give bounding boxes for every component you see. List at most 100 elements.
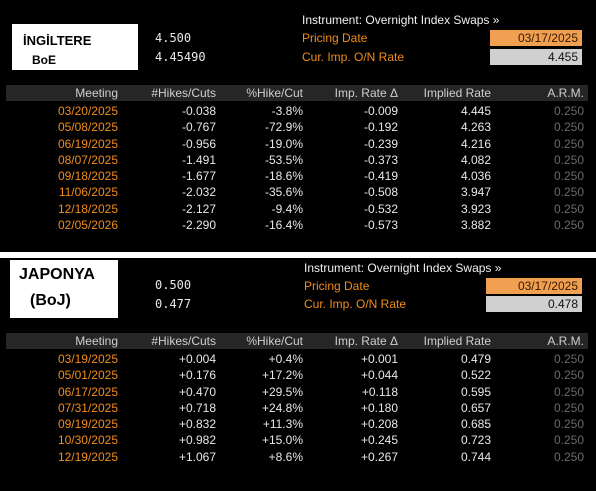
- col-pct-hike-cut[interactable]: %Hike/Cut: [246, 334, 303, 348]
- table-row[interactable]: 02/05/2026 -2.290 -16.4% -0.573 3.882 0.…: [6, 217, 588, 233]
- pct-hike-cut: -18.6%: [264, 169, 303, 184]
- hikes-cuts: +0.832: [178, 417, 216, 432]
- implied-rate: 3.882: [460, 218, 491, 233]
- implied-rate: 4.445: [460, 104, 491, 118]
- table-row[interactable]: 09/19/2025 +0.832 +11.3% +0.208 0.685 0.…: [6, 416, 588, 432]
- pct-hike-cut: +11.3%: [262, 417, 303, 432]
- col-implied-rate[interactable]: Implied Rate: [423, 86, 491, 100]
- hikes-cuts: +1.067: [178, 449, 216, 464]
- implied-rate: 0.657: [460, 400, 491, 415]
- pct-hike-cut: -72.9%: [264, 120, 303, 135]
- table-row[interactable]: 05/01/2025 +0.176 +17.2% +0.044 0.522 0.…: [6, 367, 588, 383]
- implied-rate: 4.036: [460, 169, 491, 184]
- pct-hike-cut: -35.6%: [264, 185, 303, 200]
- imp-rate-delta: +0.044: [360, 368, 398, 383]
- pct-hike-cut: -53.5%: [264, 152, 303, 167]
- arm: 0.250: [553, 104, 584, 118]
- pct-hike-cut: +24.8%: [261, 400, 303, 415]
- pct-hike-cut: -3.8%: [271, 104, 303, 118]
- arm: 0.250: [553, 417, 584, 432]
- cur-imp-rate-field[interactable]: 0.478: [486, 296, 582, 312]
- implied-rate: 4.216: [460, 136, 491, 151]
- cur-imp-rate-label: Cur. Imp. O/N Rate: [302, 50, 405, 64]
- pct-hike-cut: +17.2%: [261, 368, 303, 383]
- implied-rate: 0.723: [460, 433, 491, 448]
- pricing-date-label: Pricing Date: [304, 279, 370, 293]
- cur-imp-rate-field[interactable]: 4.455: [490, 49, 582, 65]
- col-arm[interactable]: A.R.M.: [547, 334, 584, 348]
- implied-rate: 0.685: [460, 417, 491, 432]
- meeting-date: 07/31/2025: [57, 400, 118, 415]
- hikes-cuts: -2.032: [181, 185, 216, 200]
- meeting-date: 12/18/2025: [57, 201, 118, 216]
- bank-label: BoE: [32, 53, 56, 67]
- arm: 0.250: [553, 433, 584, 448]
- meeting-date: 03/20/2025: [57, 104, 118, 118]
- panel-divider: [0, 252, 596, 258]
- arm: 0.250: [553, 169, 584, 184]
- table-row[interactable]: 09/18/2025 -1.677 -18.6% -0.419 4.036 0.…: [6, 168, 588, 184]
- table-row[interactable]: 03/19/2025 +0.004 +0.4% +0.001 0.479 0.2…: [6, 351, 588, 367]
- col-hikes-cuts[interactable]: #Hikes/Cuts: [151, 86, 216, 100]
- meeting-date: 09/19/2025: [57, 417, 118, 432]
- col-implied-rate[interactable]: Implied Rate: [423, 334, 491, 348]
- arm: 0.250: [553, 120, 584, 135]
- col-meeting[interactable]: Meeting: [75, 334, 118, 348]
- boj-panel: JAPONYA (BoJ) 0.500 0.477 Instrument: Ov…: [0, 258, 596, 491]
- instrument-selector[interactable]: Instrument: Overnight Index Swaps »: [304, 261, 502, 275]
- meeting-date: 02/05/2026: [57, 218, 118, 233]
- table-row[interactable]: 10/30/2025 +0.982 +15.0% +0.245 0.723 0.…: [6, 432, 588, 448]
- pricing-date-field[interactable]: 03/17/2025: [486, 278, 582, 294]
- hikes-cuts: +0.718: [178, 400, 216, 415]
- table-row[interactable]: 11/06/2025 -2.032 -35.6% -0.508 3.947 0.…: [6, 184, 588, 200]
- meeting-date: 12/19/2025: [57, 449, 118, 464]
- table-row[interactable]: 03/20/2025 -0.038 -3.8% -0.009 4.445 0.2…: [6, 103, 588, 119]
- table-row[interactable]: 08/07/2025 -1.491 -53.5% -0.373 4.082 0.…: [6, 152, 588, 168]
- pct-hike-cut: +29.5%: [261, 384, 303, 399]
- arm: 0.250: [553, 218, 584, 233]
- col-hikes-cuts[interactable]: #Hikes/Cuts: [151, 334, 216, 348]
- arm: 0.250: [553, 449, 584, 464]
- table-row[interactable]: 06/19/2025 -0.956 -19.0% -0.239 4.216 0.…: [6, 136, 588, 152]
- implied-rate: 0.522: [460, 368, 491, 383]
- cur-imp-rate-label: Cur. Imp. O/N Rate: [304, 297, 407, 311]
- col-meeting[interactable]: Meeting: [75, 86, 118, 100]
- imp-rate-delta: +0.208: [360, 417, 398, 432]
- pricing-date-label: Pricing Date: [302, 31, 368, 45]
- col-arm[interactable]: A.R.M.: [547, 86, 584, 100]
- implied-rate-value: 4.45490: [155, 50, 206, 64]
- col-pct-hike-cut[interactable]: %Hike/Cut: [246, 86, 303, 100]
- pricing-date-field[interactable]: 03/17/2025: [490, 30, 582, 46]
- table-row[interactable]: 06/17/2025 +0.470 +29.5% +0.118 0.595 0.…: [6, 384, 588, 400]
- hikes-cuts: +0.176: [178, 368, 216, 383]
- pct-hike-cut: -9.4%: [271, 201, 303, 216]
- boe-panel: İNGİLTERE BoE 4.500 4.45490 Instrument: …: [6, 13, 588, 233]
- hikes-cuts: -2.290: [181, 218, 216, 233]
- instrument-selector[interactable]: Instrument: Overnight Index Swaps »: [302, 13, 500, 27]
- imp-rate-delta: -0.573: [363, 218, 398, 233]
- imp-rate-delta: -0.373: [363, 152, 398, 167]
- table-row[interactable]: 12/19/2025 +1.067 +8.6% +0.267 0.744 0.2…: [6, 449, 588, 465]
- col-imp-rate-delta[interactable]: Imp. Rate Δ: [334, 334, 398, 348]
- policy-rate-value: 0.500: [155, 278, 192, 292]
- table-row[interactable]: 05/08/2025 -0.767 -72.9% -0.192 4.263 0.…: [6, 119, 588, 135]
- arm: 0.250: [553, 152, 584, 167]
- hikes-cuts: +0.470: [178, 384, 216, 399]
- col-imp-rate-delta[interactable]: Imp. Rate Δ: [334, 86, 398, 100]
- imp-rate-delta: -0.532: [363, 201, 398, 216]
- imp-rate-delta: +0.180: [360, 400, 398, 415]
- imp-rate-delta: +0.118: [361, 384, 398, 399]
- pct-hike-cut: -19.0%: [264, 136, 303, 151]
- pct-hike-cut: +0.4%: [268, 352, 303, 366]
- implied-rate: 3.947: [460, 185, 491, 200]
- table-row[interactable]: 07/31/2025 +0.718 +24.8% +0.180 0.657 0.…: [6, 400, 588, 416]
- hikes-cuts: +0.982: [178, 433, 216, 448]
- arm: 0.250: [553, 352, 584, 366]
- country-label: JAPONYA: [19, 266, 95, 283]
- meeting-date: 08/07/2025: [57, 152, 118, 167]
- table-row[interactable]: 12/18/2025 -2.127 -9.4% -0.532 3.923 0.2…: [6, 201, 588, 217]
- implied-rate: 0.595: [460, 384, 491, 399]
- table-body: 03/20/2025 -0.038 -3.8% -0.009 4.445 0.2…: [6, 103, 588, 233]
- imp-rate-delta: -0.009: [363, 104, 398, 118]
- meeting-date: 06/17/2025: [57, 384, 118, 399]
